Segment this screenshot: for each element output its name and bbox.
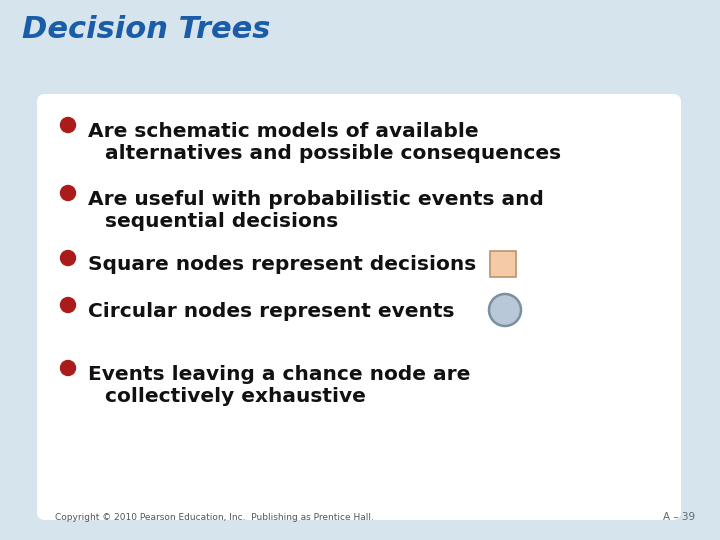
Text: Are useful with probabilistic events and: Are useful with probabilistic events and bbox=[88, 190, 544, 209]
Text: Are schematic models of available: Are schematic models of available bbox=[88, 122, 479, 141]
Text: Circular nodes represent events: Circular nodes represent events bbox=[88, 302, 454, 321]
Text: Events leaving a chance node are: Events leaving a chance node are bbox=[88, 365, 470, 384]
Circle shape bbox=[60, 251, 76, 266]
FancyBboxPatch shape bbox=[490, 251, 516, 277]
Text: collectively exhaustive: collectively exhaustive bbox=[105, 387, 366, 406]
Circle shape bbox=[60, 361, 76, 375]
Text: Square nodes represent decisions: Square nodes represent decisions bbox=[88, 255, 476, 274]
Text: A – 39: A – 39 bbox=[663, 512, 695, 522]
Circle shape bbox=[489, 294, 521, 326]
Text: sequential decisions: sequential decisions bbox=[105, 212, 338, 231]
Circle shape bbox=[60, 298, 76, 313]
Circle shape bbox=[60, 186, 76, 200]
Text: alternatives and possible consequences: alternatives and possible consequences bbox=[105, 144, 561, 163]
Circle shape bbox=[60, 118, 76, 132]
Text: Copyright © 2010 Pearson Education, Inc.  Publishing as Prentice Hall.: Copyright © 2010 Pearson Education, Inc.… bbox=[55, 513, 374, 522]
Text: Decision Trees: Decision Trees bbox=[22, 15, 271, 44]
FancyBboxPatch shape bbox=[37, 94, 681, 520]
